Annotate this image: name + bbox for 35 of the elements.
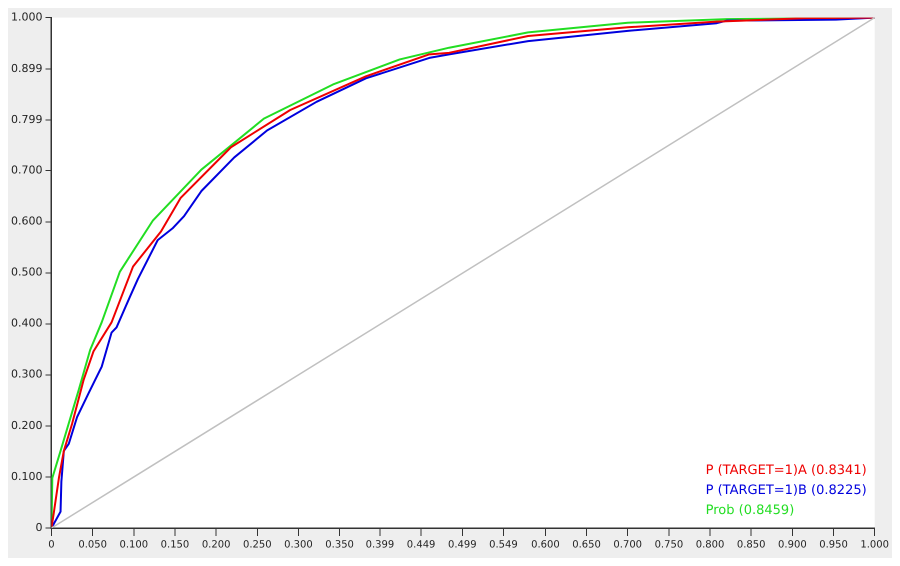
x-tick-label: 0.300 xyxy=(284,540,313,551)
x-tick-label: 0.050 xyxy=(78,540,107,551)
y-tick-label: 0.799 xyxy=(10,113,42,126)
x-tick-label: 1.000 xyxy=(860,540,890,551)
x-tick-label: 0.399 xyxy=(366,540,394,551)
x-tick-label: 0 xyxy=(48,540,55,551)
x-tick-label: 0.549 xyxy=(489,540,518,551)
x-tick-label: 0.200 xyxy=(202,540,230,551)
x-tick-label: 0.800 xyxy=(696,540,724,551)
x-tick-label: 0.250 xyxy=(242,540,272,551)
y-tick-label: 0.700 xyxy=(10,164,42,177)
y-tick-label: 0.400 xyxy=(10,316,42,330)
x-tick-label: 0.350 xyxy=(325,540,354,551)
text: P (TARGET=1)A (0.8341) xyxy=(706,462,867,478)
y-tick-label: 0.100 xyxy=(10,470,42,483)
x-tick-label: 0.650 xyxy=(572,540,601,551)
x-tick-label: 0.700 xyxy=(613,540,642,551)
y-tick-label: 0 xyxy=(35,520,42,534)
y-tick-label: 0.200 xyxy=(10,418,42,432)
x-tick-label: 0.900 xyxy=(778,540,807,551)
y-tick-label: 0.899 xyxy=(10,62,42,76)
y-tick-label: 0.500 xyxy=(10,266,42,279)
x-tick-label: 0.850 xyxy=(736,540,766,551)
x-tick-label: 0.950 xyxy=(819,540,848,551)
x-tick-label: 0.150 xyxy=(160,540,190,551)
x-tick-label: 0.750 xyxy=(654,540,684,551)
x-tick-label: 0.100 xyxy=(119,540,148,551)
text: P (TARGET=1)B (0.8225) xyxy=(706,482,867,498)
y-tick-label: 1.000 xyxy=(10,10,42,24)
y-tick-label: 0.300 xyxy=(10,368,42,381)
x-tick-label: 0.600 xyxy=(531,540,560,551)
x-tick-label: 0.449 xyxy=(406,540,436,551)
y-tick-label: 0.600 xyxy=(10,214,42,228)
text: Prob (0.8459) xyxy=(706,502,794,518)
x-tick-label: 0.499 xyxy=(448,540,477,551)
